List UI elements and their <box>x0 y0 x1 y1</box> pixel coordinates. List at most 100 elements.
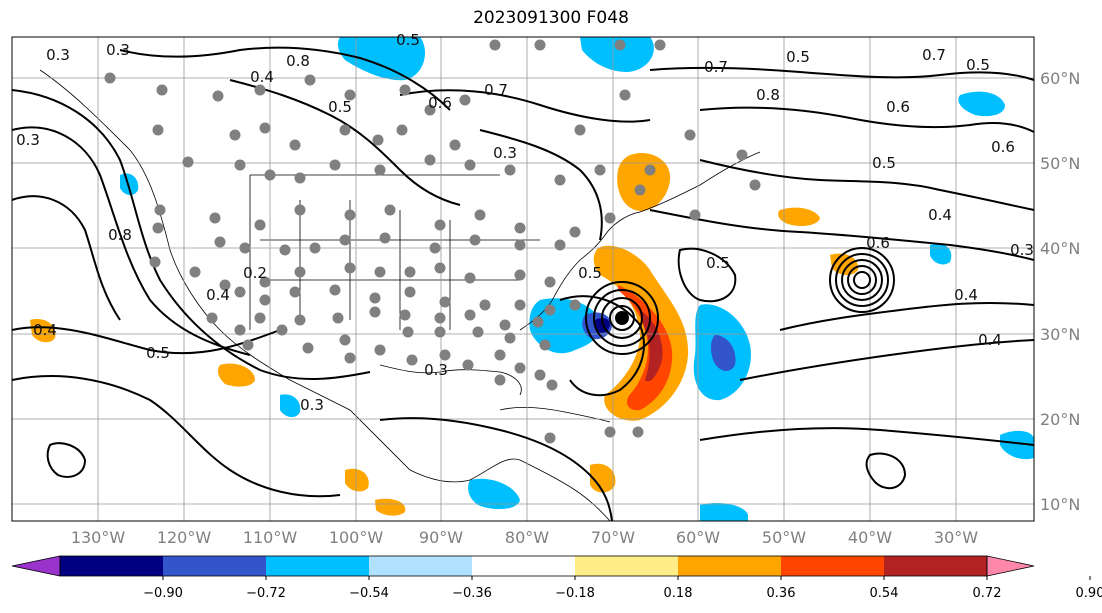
lat-tick-label: 40°N <box>1040 239 1080 258</box>
station-dot <box>479 299 491 311</box>
station-dot <box>464 309 476 321</box>
station-dot <box>182 156 194 168</box>
contour-label: 0.4 <box>33 321 57 339</box>
contour-label: 0.6 <box>991 138 1015 156</box>
contour-label: 0.3 <box>1010 241 1034 259</box>
station-dot <box>534 39 546 51</box>
lon-tick-label: 120°W <box>157 528 212 547</box>
station-dot <box>619 89 631 101</box>
colorbar-segment <box>884 556 987 576</box>
station-dot <box>339 124 351 136</box>
station-dot <box>464 159 476 171</box>
station-dot <box>264 169 276 181</box>
contour-label: 0.6 <box>886 98 910 116</box>
station-dot <box>539 339 551 351</box>
station-dot <box>234 159 246 171</box>
lon-tick-label: 130°W <box>71 528 126 547</box>
station-dot <box>736 149 748 161</box>
station-dot <box>239 242 251 254</box>
colorbar-tick-label: −0.54 <box>349 586 389 601</box>
station-dot <box>494 374 506 386</box>
station-dot <box>569 299 581 311</box>
station-dot <box>402 326 414 338</box>
contour-label: 0.4 <box>978 331 1002 349</box>
station-dot <box>404 266 416 278</box>
station-dot <box>514 222 526 234</box>
station-dot <box>209 212 221 224</box>
colorbar-right-extend <box>986 555 1035 577</box>
station-dot <box>434 219 446 231</box>
station-dot <box>424 104 436 116</box>
lat-tick-label: 30°N <box>1040 325 1080 344</box>
station-dot <box>259 276 271 288</box>
station-dot <box>569 226 581 238</box>
station-dot <box>434 312 446 324</box>
station-dot <box>344 352 356 364</box>
station-dot <box>242 339 254 351</box>
station-dot <box>339 334 351 346</box>
station-dot <box>289 139 301 151</box>
station-dot <box>276 324 288 336</box>
lon-tick-label: 110°W <box>243 528 298 547</box>
contour-label: 0.3 <box>493 144 517 162</box>
contour-labels: 0.3 0.3 0.3 0.8 0.4 0.5 0.5 0.6 0.7 0.3 0.7 0.8 0.5 0… <box>16 31 1034 414</box>
colorbar-segment <box>678 556 781 576</box>
station-dot <box>554 174 566 186</box>
contour-label: 0.5 <box>396 31 420 49</box>
contour-label: 0.5 <box>706 254 730 272</box>
station-dot <box>152 222 164 234</box>
station-dot <box>294 172 306 184</box>
station-dot <box>434 326 446 338</box>
colorbar-segment <box>163 556 266 576</box>
station-dot <box>544 304 556 316</box>
station-dot <box>219 279 231 291</box>
station-dot <box>514 362 526 374</box>
contour-label: 0.7 <box>484 81 508 99</box>
station-dot <box>344 209 356 221</box>
grid <box>12 37 1034 521</box>
colorbar-segment <box>60 556 163 576</box>
station-dot <box>396 124 408 136</box>
contour-label: 0.5 <box>146 344 170 362</box>
lat-tick-label: 20°N <box>1040 410 1080 429</box>
contour-label: 0.2 <box>243 264 267 282</box>
contour-label: 0.3 <box>424 361 448 379</box>
station-dot <box>644 164 656 176</box>
contour-label: 0.4 <box>954 286 978 304</box>
station-dot <box>212 90 224 102</box>
lat-tick-label: 10°N <box>1040 495 1080 514</box>
station-dot <box>152 124 164 136</box>
colorbar-tick-label: −0.36 <box>452 586 492 601</box>
station-dot <box>259 122 271 134</box>
station-dot <box>332 312 344 324</box>
contour-label: 0.7 <box>922 46 946 64</box>
colorbar-segment <box>472 556 575 576</box>
station-dot <box>544 276 556 288</box>
station-dot <box>294 204 306 216</box>
station-dot <box>302 342 314 354</box>
station-dot <box>229 129 241 141</box>
station-dot <box>514 269 526 281</box>
contour-lines <box>11 46 1035 522</box>
lat-tick-label: 60°N <box>1040 69 1080 88</box>
station-dot <box>514 239 526 251</box>
station-dot <box>459 94 471 106</box>
station-dot <box>634 184 646 196</box>
station-dot <box>684 129 696 141</box>
shaded-regions <box>30 37 1034 521</box>
contour-label: 0.3 <box>16 131 40 149</box>
contour-label: 0.8 <box>756 86 780 104</box>
station-dot <box>254 84 266 96</box>
station-dot <box>544 432 556 444</box>
lon-tick-label: 50°W <box>762 528 806 547</box>
station-dot <box>504 164 516 176</box>
colorbar-tick-label: 0.72 <box>973 586 1002 601</box>
station-dot <box>464 272 476 284</box>
station-dot <box>504 332 516 344</box>
station-dot <box>614 39 626 51</box>
station-dot <box>534 369 546 381</box>
contour-label: 0.4 <box>928 206 952 224</box>
station-dot <box>344 89 356 101</box>
colorbar-tick-label: 0.18 <box>664 586 693 601</box>
colorbar-tick-label: 0.90 <box>1076 586 1102 601</box>
